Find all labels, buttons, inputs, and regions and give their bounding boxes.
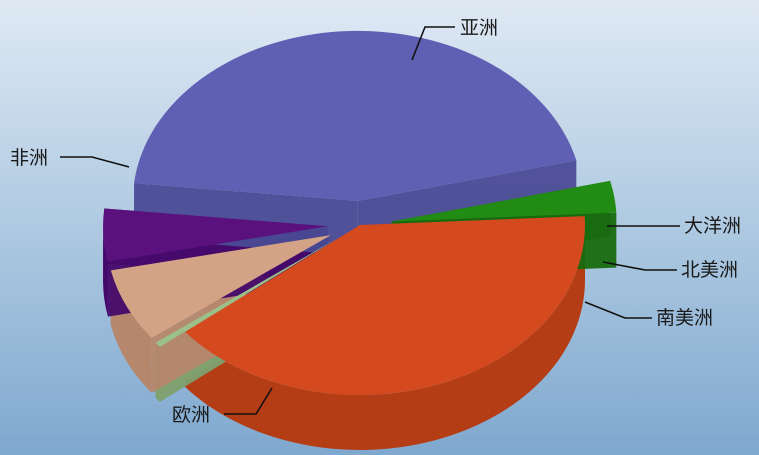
slice-label-oceania: 大洋洲 [684,215,741,237]
pie-slice-south-america [103,208,329,262]
slice-label-europe: 欧洲 [172,404,210,426]
slice-label-south-america: 南美洲 [656,307,713,329]
leader-line-south-america [584,301,652,319]
leader-line-asia [411,26,455,61]
pie-slice-oceania [155,239,335,347]
pie-slice-africa [391,180,617,222]
pie-side-south-america [103,226,108,317]
leader-line-europe [224,387,273,415]
slice-label-north-america: 北美洲 [681,259,738,281]
label-europe: 欧洲 [172,387,273,426]
label-oceania: 大洋洲 [607,215,741,237]
leader-line-north-america [602,261,677,271]
leader-line-africa [60,156,130,168]
slice-label-africa: 非洲 [10,147,48,169]
label-south-america: 南美洲 [584,301,713,329]
label-africa: 非洲 [10,147,130,169]
pie-slices [103,30,617,451]
label-north-america: 北美洲 [602,259,738,281]
pie-slice-north-america [110,235,331,338]
label-asia: 亚洲 [411,17,498,61]
pie-side-asia [185,225,586,451]
pie-slice-asia [185,216,586,396]
slice-label-asia: 亚洲 [460,17,498,39]
pie-slice-europe [134,30,577,201]
